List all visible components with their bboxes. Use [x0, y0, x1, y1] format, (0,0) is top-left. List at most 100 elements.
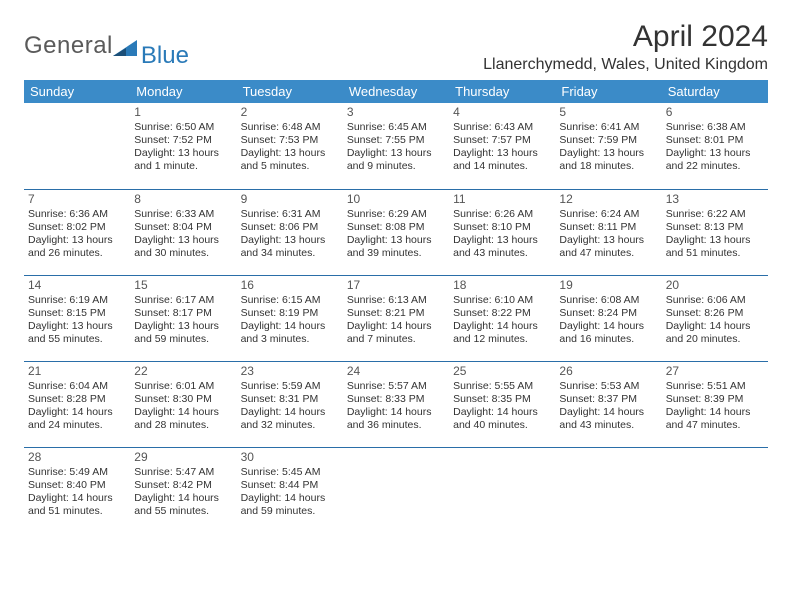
day-info-line: and 47 minutes.: [559, 247, 657, 260]
day-info-line: and 32 minutes.: [241, 419, 339, 432]
calendar-cell: 17Sunrise: 6:13 AMSunset: 8:21 PMDayligh…: [343, 275, 449, 361]
day-number: 17: [347, 278, 445, 293]
calendar-row: 1Sunrise: 6:50 AMSunset: 7:52 PMDaylight…: [24, 103, 768, 189]
day-info-line: Daylight: 13 hours: [241, 234, 339, 247]
day-number: 20: [666, 278, 764, 293]
day-info-line: Sunset: 8:21 PM: [347, 307, 445, 320]
day-info-line: and 22 minutes.: [666, 160, 764, 173]
calendar-cell: 13Sunrise: 6:22 AMSunset: 8:13 PMDayligh…: [662, 189, 768, 275]
day-info-line: and 9 minutes.: [347, 160, 445, 173]
header: General Blue April 2024 Llanerchymedd, W…: [24, 20, 768, 74]
day-info-line: Sunrise: 6:04 AM: [28, 380, 126, 393]
day-info-line: Daylight: 13 hours: [134, 234, 232, 247]
day-info-line: and 40 minutes.: [453, 419, 551, 432]
calendar-cell: 21Sunrise: 6:04 AMSunset: 8:28 PMDayligh…: [24, 361, 130, 447]
day-info-line: and 43 minutes.: [453, 247, 551, 260]
day-info-line: Sunrise: 5:59 AM: [241, 380, 339, 393]
location: Llanerchymedd, Wales, United Kingdom: [483, 56, 768, 74]
day-number: 18: [453, 278, 551, 293]
logo-text-blue: Blue: [141, 42, 189, 70]
day-info-line: and 59 minutes.: [241, 505, 339, 518]
day-info-line: and 18 minutes.: [559, 160, 657, 173]
col-monday: Monday: [130, 80, 236, 103]
day-info-line: and 51 minutes.: [28, 505, 126, 518]
day-info-line: Sunset: 7:55 PM: [347, 134, 445, 147]
calendar-cell: 1Sunrise: 6:50 AMSunset: 7:52 PMDaylight…: [130, 103, 236, 189]
day-info-line: Sunrise: 6:22 AM: [666, 208, 764, 221]
calendar-cell: 30Sunrise: 5:45 AMSunset: 8:44 PMDayligh…: [237, 447, 343, 533]
day-info-line: Sunset: 8:08 PM: [347, 221, 445, 234]
day-number: 21: [28, 364, 126, 379]
calendar-row: 28Sunrise: 5:49 AMSunset: 8:40 PM Dayligh…: [24, 447, 768, 533]
day-info-line: Sunrise: 6:06 AM: [666, 294, 764, 307]
calendar-cell: 12Sunrise: 6:24 AMSunset: 8:11 PMDayligh…: [555, 189, 661, 275]
day-info-line: Sunset: 8:40 PM: [28, 479, 126, 492]
calendar-cell: [662, 447, 768, 533]
day-info-line: Sunrise: 6:50 AM: [134, 121, 232, 134]
title-block: April 2024 Llanerchymedd, Wales, United …: [483, 20, 768, 74]
logo: General Blue: [24, 20, 191, 60]
day-info-line: Sunrise: 5:49 AM: [28, 466, 126, 479]
day-info-line: Sunrise: 6:13 AM: [347, 294, 445, 307]
calendar-cell: 3Sunrise: 6:45 AMSunset: 7:55 PMDaylight…: [343, 103, 449, 189]
day-info-line: Daylight: 14 hours: [453, 406, 551, 419]
col-friday: Friday: [555, 80, 661, 103]
day-info-line: Sunrise: 5:53 AM: [559, 380, 657, 393]
day-info-line: and 43 minutes.: [559, 419, 657, 432]
day-info-line: and 47 minutes.: [666, 419, 764, 432]
calendar-cell: 19Sunrise: 6:08 AMSunset: 8:24 PMDayligh…: [555, 275, 661, 361]
day-info-line: Sunrise: 6:19 AM: [28, 294, 126, 307]
day-info-line: Sunrise: 6:10 AM: [453, 294, 551, 307]
calendar-cell: 2Sunrise: 6:48 AMSunset: 7:53 PMDaylight…: [237, 103, 343, 189]
day-info-line: Sunrise: 6:33 AM: [134, 208, 232, 221]
day-number: 30: [241, 450, 339, 465]
day-number: 28: [28, 450, 126, 465]
day-info-line: and 12 minutes.: [453, 333, 551, 346]
day-number: 24: [347, 364, 445, 379]
day-info-line: Sunrise: 5:45 AM: [241, 466, 339, 479]
day-number: 6: [666, 105, 764, 120]
calendar-cell: 24Sunrise: 5:57 AMSunset: 8:33 PMDayligh…: [343, 361, 449, 447]
day-info-line: Sunset: 8:13 PM: [666, 221, 764, 234]
calendar-row: 7Sunrise: 6:36 AMSunset: 8:02 PMDaylight…: [24, 189, 768, 275]
day-info-line: Sunset: 8:35 PM: [453, 393, 551, 406]
day-info-line: and 34 minutes.: [241, 247, 339, 260]
day-info-line: Daylight: 14 hours: [134, 492, 232, 505]
day-info-line: Sunrise: 5:55 AM: [453, 380, 551, 393]
calendar-cell: 5Sunrise: 6:41 AMSunset: 7:59 PMDaylight…: [555, 103, 661, 189]
day-info-line: Daylight: 14 hours: [241, 406, 339, 419]
day-info-line: Sunset: 8:26 PM: [666, 307, 764, 320]
day-info-line: Sunrise: 5:57 AM: [347, 380, 445, 393]
calendar-cell: 10Sunrise: 6:29 AMSunset: 8:08 PMDayligh…: [343, 189, 449, 275]
day-info-line: and 55 minutes.: [28, 333, 126, 346]
day-number: 19: [559, 278, 657, 293]
day-number: 11: [453, 192, 551, 207]
calendar-cell: 11Sunrise: 6:26 AMSunset: 8:10 PMDayligh…: [449, 189, 555, 275]
day-info-line: Sunset: 8:19 PM: [241, 307, 339, 320]
day-info-line: and 26 minutes.: [28, 247, 126, 260]
calendar-cell: [449, 447, 555, 533]
logo-text-general: General: [24, 32, 113, 60]
calendar-cell: 9Sunrise: 6:31 AMSunset: 8:06 PMDaylight…: [237, 189, 343, 275]
day-info-line: Sunrise: 6:29 AM: [347, 208, 445, 221]
day-info-line: and 1 minute.: [134, 160, 232, 173]
day-info-line: Sunset: 8:33 PM: [347, 393, 445, 406]
day-info-line: Daylight: 13 hours: [347, 234, 445, 247]
calendar-cell: 28Sunrise: 5:49 AMSunset: 8:40 PMDayligh…: [24, 447, 130, 533]
day-info-line: Sunset: 8:01 PM: [666, 134, 764, 147]
day-info-line: Daylight: 13 hours: [453, 147, 551, 160]
day-info-line: Sunrise: 5:51 AM: [666, 380, 764, 393]
day-info-line: Sunset: 7:57 PM: [453, 134, 551, 147]
calendar-cell: 20Sunrise: 6:06 AMSunset: 8:26 PMDayligh…: [662, 275, 768, 361]
day-info-line: Daylight: 13 hours: [134, 147, 232, 160]
day-info-line: Daylight: 13 hours: [28, 234, 126, 247]
day-info-line: Sunrise: 6:41 AM: [559, 121, 657, 134]
day-info-line: and 30 minutes.: [134, 247, 232, 260]
day-info-line: and 20 minutes.: [666, 333, 764, 346]
calendar-cell: [24, 103, 130, 189]
day-info-line: Daylight: 14 hours: [666, 406, 764, 419]
day-info-line: and 55 minutes.: [134, 505, 232, 518]
day-info-line: Sunrise: 6:36 AM: [28, 208, 126, 221]
calendar-cell: 27Sunrise: 5:51 AMSunset: 8:39 PMDayligh…: [662, 361, 768, 447]
day-info-line: Sunrise: 6:17 AM: [134, 294, 232, 307]
